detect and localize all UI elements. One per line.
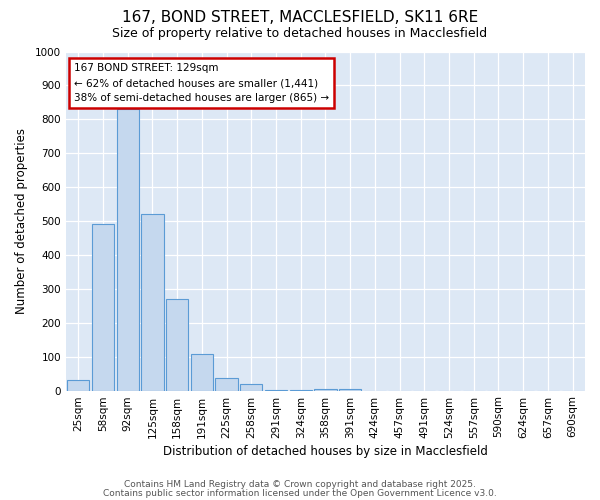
Bar (339, 389, 361, 390)
Y-axis label: Number of detached properties: Number of detached properties (15, 128, 28, 314)
Bar (191, 354, 213, 391)
Bar (314, 389, 337, 390)
Text: 167, BOND STREET, MACCLESFIELD, SK11 6RE: 167, BOND STREET, MACCLESFIELD, SK11 6RE (122, 10, 478, 25)
Bar (240, 384, 262, 390)
X-axis label: Distribution of detached houses by size in Macclesfield: Distribution of detached houses by size … (163, 444, 488, 458)
Text: Contains HM Land Registry data © Crown copyright and database right 2025.: Contains HM Land Registry data © Crown c… (124, 480, 476, 489)
Text: Size of property relative to detached houses in Macclesfield: Size of property relative to detached ho… (112, 28, 488, 40)
Bar (116, 109, 139, 390)
Bar (166, 299, 188, 390)
Text: Contains public sector information licensed under the Open Government Licence v3: Contains public sector information licen… (103, 488, 497, 498)
Text: 167 BOND STREET: 129sqm
← 62% of detached houses are smaller (1,441)
38% of semi: 167 BOND STREET: 129sqm ← 62% of detache… (74, 64, 329, 103)
Bar (92, 224, 114, 390)
Bar (215, 378, 238, 390)
Bar (142, 214, 164, 390)
Bar (67, 380, 89, 390)
